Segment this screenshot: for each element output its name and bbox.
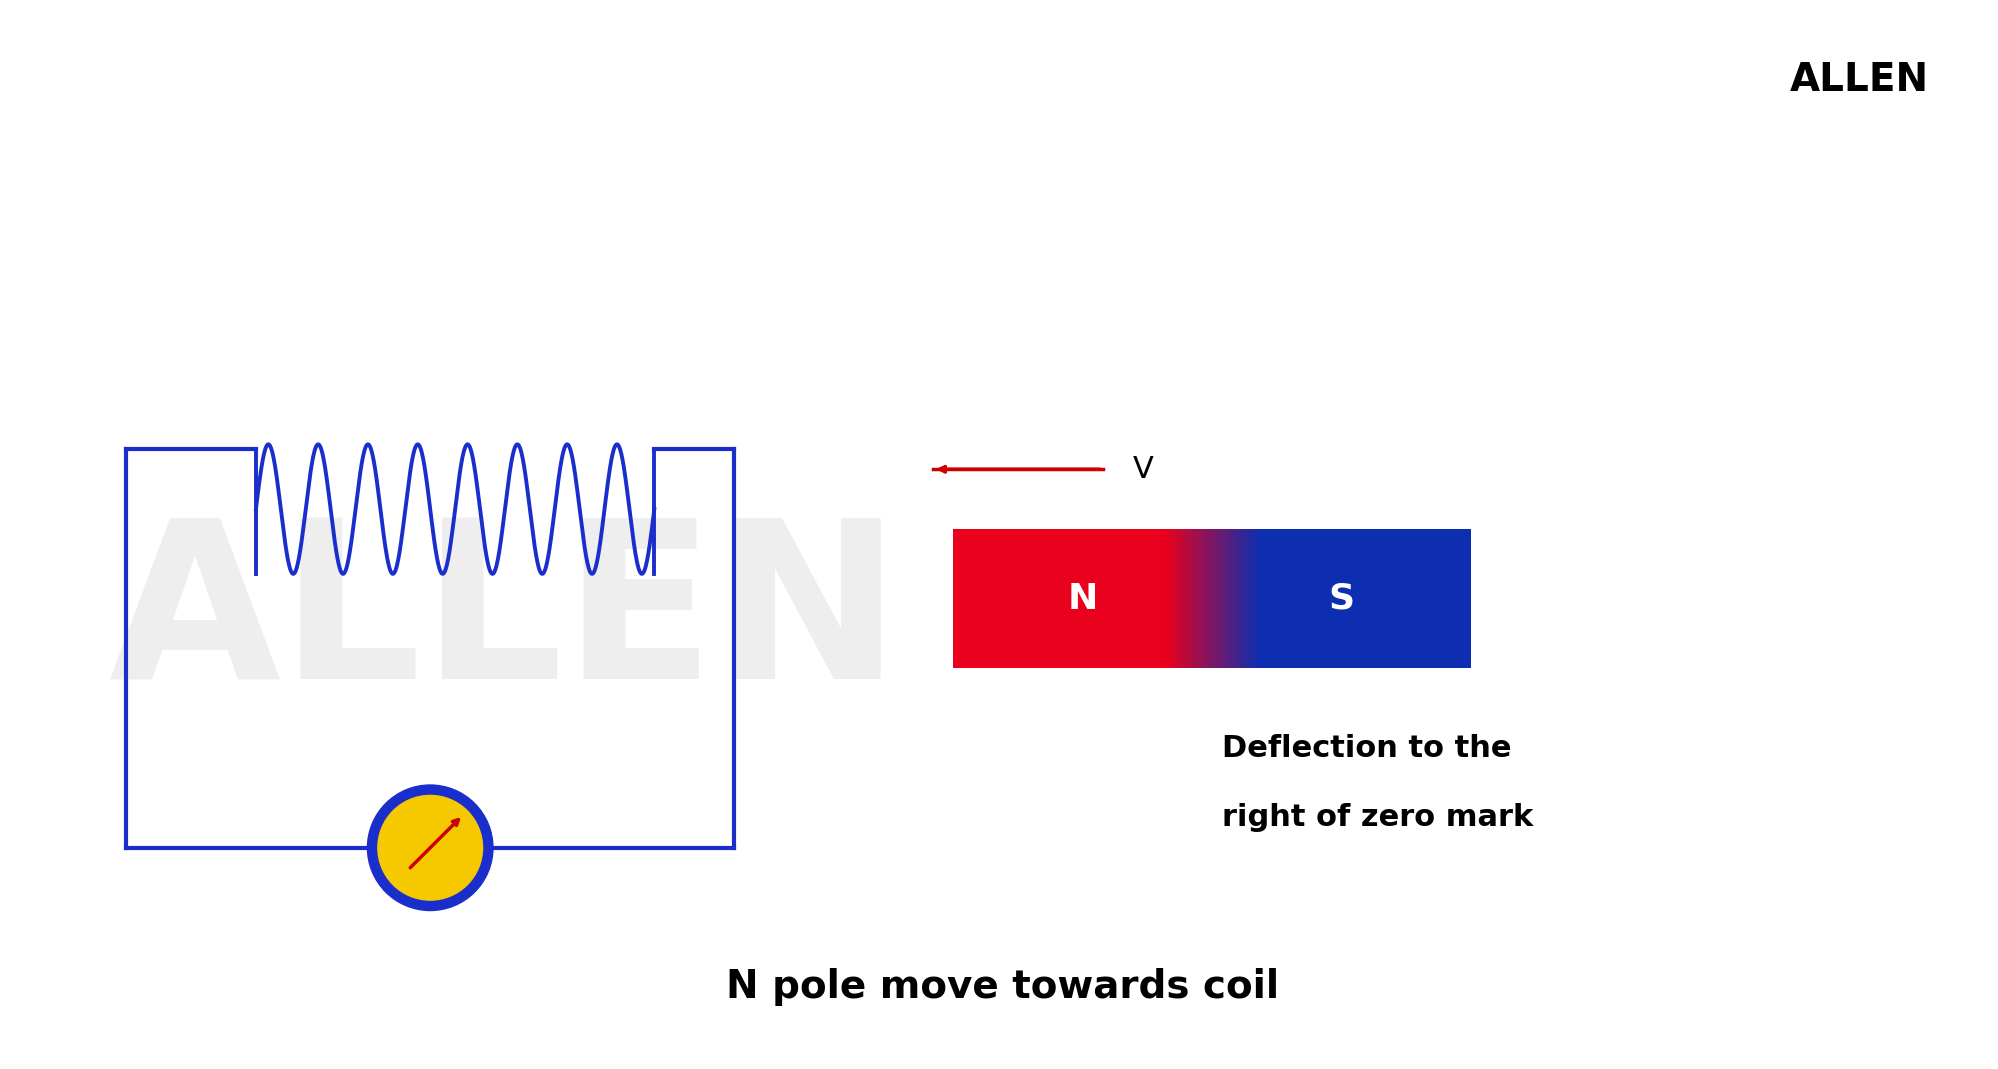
Circle shape (376, 793, 486, 902)
Bar (1205, 529, 1209, 668)
Bar (1231, 529, 1235, 668)
Bar (1217, 529, 1221, 668)
Bar (1239, 529, 1241, 668)
Bar (1223, 529, 1225, 668)
Bar (1251, 529, 1253, 668)
Bar (1177, 529, 1181, 668)
Bar (1183, 529, 1187, 668)
Bar (1187, 529, 1189, 668)
Text: Deflection to the: Deflection to the (1221, 733, 1510, 762)
Bar (1203, 529, 1205, 668)
Bar (1165, 529, 1167, 668)
Text: N: N (1067, 582, 1097, 616)
Bar (1169, 529, 1173, 668)
Bar (1215, 529, 1217, 668)
Bar (1169, 529, 1171, 668)
Bar (1201, 529, 1203, 668)
Circle shape (368, 785, 494, 911)
Bar (1231, 529, 1233, 668)
Bar (1229, 529, 1231, 668)
Bar (1189, 529, 1193, 668)
Bar (1225, 529, 1227, 668)
Bar (1245, 529, 1247, 668)
Bar (1243, 529, 1245, 668)
Bar (1257, 529, 1259, 668)
Bar (1225, 529, 1229, 668)
Bar (1247, 529, 1251, 668)
Bar (1191, 529, 1195, 668)
Bar (1237, 529, 1239, 668)
Bar (953, 529, 1471, 668)
Bar (1253, 529, 1257, 668)
Bar (1189, 529, 1191, 668)
Bar (1239, 529, 1243, 668)
Bar (1227, 529, 1229, 668)
Bar (1211, 529, 1213, 668)
Bar (1255, 529, 1257, 668)
Bar (1199, 529, 1201, 668)
Text: ALLEN: ALLEN (108, 512, 901, 726)
FancyBboxPatch shape (1211, 529, 1471, 668)
Bar (1253, 529, 1255, 668)
Bar (1235, 529, 1237, 668)
Bar (1241, 529, 1243, 668)
Bar (1209, 529, 1211, 668)
Bar (1233, 529, 1237, 668)
Bar (1249, 529, 1251, 668)
Bar (1171, 529, 1173, 668)
Text: N pole move towards coil: N pole move towards coil (725, 969, 1279, 1006)
Bar (1173, 529, 1175, 668)
Bar (1193, 529, 1195, 668)
Bar (1203, 529, 1207, 668)
Bar (1175, 529, 1177, 668)
Text: ALLEN: ALLEN (1790, 61, 1928, 98)
Bar (1183, 529, 1185, 668)
Bar (1221, 529, 1223, 668)
Bar (1219, 529, 1223, 668)
Text: V: V (1131, 454, 1153, 484)
Bar (1175, 529, 1179, 668)
Bar (1211, 529, 1215, 668)
Bar (1179, 529, 1181, 668)
Bar (1197, 529, 1199, 668)
Text: S: S (1329, 582, 1355, 616)
Bar (1197, 529, 1201, 668)
Bar (1167, 529, 1169, 668)
Bar (1195, 529, 1197, 668)
Bar (1217, 529, 1219, 668)
Text: right of zero mark: right of zero mark (1221, 804, 1532, 833)
Bar (1185, 529, 1187, 668)
Bar (1207, 529, 1209, 668)
FancyBboxPatch shape (953, 529, 1211, 668)
Bar (1213, 529, 1215, 668)
Bar (1245, 529, 1249, 668)
Bar (1181, 529, 1183, 668)
